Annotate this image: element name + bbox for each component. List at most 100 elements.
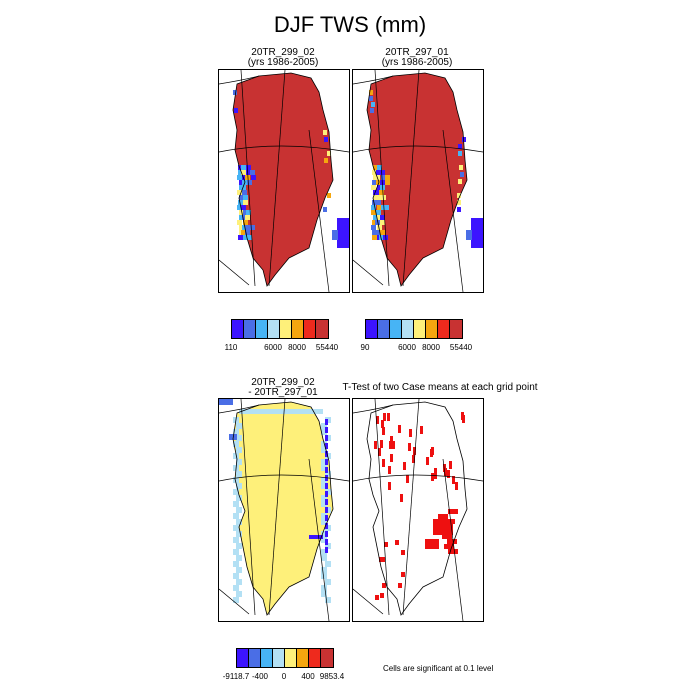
grid-cell xyxy=(250,225,255,230)
legend-label: 8000 xyxy=(288,343,306,352)
legend-swatch xyxy=(232,320,244,338)
grid-cell xyxy=(372,200,377,205)
legend-swatch xyxy=(309,649,321,667)
grid-cell xyxy=(376,170,381,175)
panel1-title-line2: (yrs 1986-2005) xyxy=(247,57,319,68)
grid-cell xyxy=(325,547,328,553)
grid-cell xyxy=(380,170,385,175)
grid-cell xyxy=(376,200,381,205)
grid-cell xyxy=(373,195,378,200)
map-panel-difference xyxy=(218,398,350,622)
grid-cell xyxy=(371,185,376,190)
legend-label: -400 xyxy=(251,672,268,681)
grid-cell xyxy=(239,180,244,185)
grid-cell xyxy=(400,494,403,502)
grid-cell xyxy=(372,230,377,235)
grid-cell xyxy=(237,205,242,210)
grid-cell xyxy=(392,441,395,449)
grid-cell xyxy=(372,180,377,185)
grid-cell xyxy=(245,225,250,230)
grid-cell xyxy=(321,501,327,507)
grid-cell xyxy=(374,441,377,449)
grid-cell xyxy=(325,435,328,441)
legend-label: -9118.7 xyxy=(222,672,250,681)
grid-cell xyxy=(325,483,328,489)
grid-cell xyxy=(431,473,434,481)
coastline xyxy=(232,72,334,287)
grid-cell xyxy=(395,540,399,545)
grid-cell xyxy=(321,585,327,591)
grid-cell xyxy=(242,190,247,195)
grid-cell xyxy=(384,205,389,210)
grid-cell xyxy=(233,549,239,555)
grid-cell xyxy=(379,557,383,562)
grid-cell xyxy=(325,543,331,549)
grid-cell xyxy=(321,423,327,429)
grid-cell xyxy=(438,514,448,519)
grid-cell xyxy=(233,597,239,603)
legend-bar-difference xyxy=(236,648,334,668)
grid-cell xyxy=(442,534,452,539)
grid-cell xyxy=(401,550,405,555)
legend-swatch xyxy=(316,320,328,338)
grid-cell xyxy=(263,409,269,414)
grid-cell xyxy=(324,158,328,163)
grid-cell xyxy=(325,539,328,545)
grid-cell xyxy=(321,465,327,471)
grid-cell xyxy=(383,413,386,421)
grid-cell xyxy=(321,555,327,561)
grid-cell xyxy=(447,470,450,478)
grid-cell xyxy=(455,482,458,490)
grid-cell xyxy=(387,413,390,421)
grid-cell xyxy=(325,579,331,585)
grid-cell xyxy=(236,423,242,429)
ice-sheet-fill xyxy=(367,73,467,286)
grid-cell xyxy=(325,507,328,513)
panel1-title-line1: 20TR_299_02 xyxy=(251,47,315,58)
grid-cell xyxy=(321,549,327,555)
graticule-line xyxy=(308,458,330,621)
map-svg-case1 xyxy=(219,70,349,292)
grid-cell xyxy=(325,531,328,537)
grid-cell xyxy=(251,175,256,180)
graticule-line xyxy=(374,70,390,287)
legend-swatch xyxy=(297,649,309,667)
legend-label: 90 xyxy=(360,343,370,352)
legend-bar-case1 xyxy=(231,319,329,339)
grid-cell xyxy=(448,549,458,554)
panel2-title-line1: 20TR_297_01 xyxy=(385,47,449,58)
grid-cell xyxy=(236,435,242,441)
legend-swatch xyxy=(268,320,280,338)
grid-cell xyxy=(233,489,239,495)
grid-cell xyxy=(236,459,242,465)
grid-cell xyxy=(238,170,243,175)
grid-cell xyxy=(237,175,242,180)
legend-label: 110 xyxy=(224,343,238,352)
grid-cell xyxy=(321,447,327,453)
map-svg-ttest xyxy=(353,399,483,621)
grid-cell xyxy=(321,513,327,519)
ice-sheet-fill xyxy=(233,73,333,286)
grid-cell xyxy=(236,579,242,585)
legend-swatch xyxy=(261,649,273,667)
grid-cell xyxy=(458,151,462,156)
grid-cell xyxy=(233,429,239,435)
grid-cell xyxy=(376,195,381,200)
grid-cell xyxy=(376,210,381,215)
grid-cell xyxy=(381,175,386,180)
grid-cell xyxy=(237,190,242,195)
grid-cell xyxy=(299,409,305,414)
legend-swatch xyxy=(280,320,292,338)
grid-cell xyxy=(381,205,386,210)
grid-cell xyxy=(426,457,429,465)
panel2-title: 20TR_297_01 (yrs 1986-2005) xyxy=(352,48,482,68)
grid-cell xyxy=(382,427,385,435)
map-layer xyxy=(353,70,483,292)
grid-cell xyxy=(466,230,472,240)
grid-cell xyxy=(233,561,239,567)
graticule-line xyxy=(353,404,394,414)
grid-cell xyxy=(234,108,238,113)
grid-cell xyxy=(323,207,327,212)
legend-label: 6000 xyxy=(264,343,282,352)
graticule-line xyxy=(353,474,483,482)
